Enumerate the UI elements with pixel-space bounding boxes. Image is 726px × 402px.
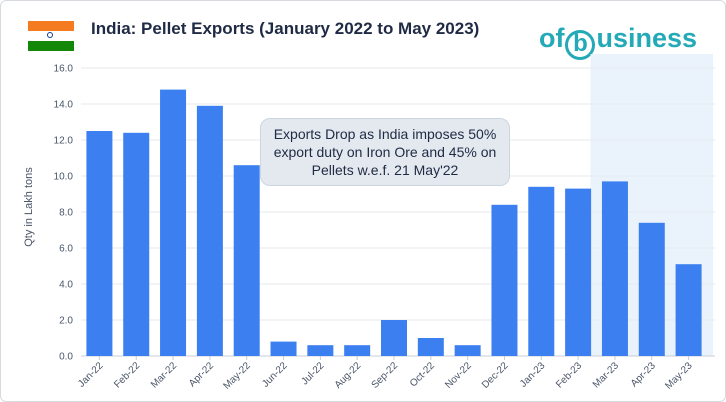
x-tick-label: Feb-22 [112, 360, 142, 390]
x-tick-label: Jun-22 [260, 360, 290, 390]
x-tick-label: Mar-23 [591, 360, 621, 390]
x-tick-label: Nov-22 [443, 360, 474, 391]
annotation-callout: Exports Drop as India imposes 50% export… [260, 118, 510, 186]
y-axis-label: Qty in Lakh tons [23, 167, 35, 247]
y-tick-label: 0.0 [59, 352, 73, 363]
x-tick-label: Apr-23 [629, 360, 658, 389]
x-tick-label: Jul-22 [299, 360, 326, 387]
x-tick-label: Jan-23 [518, 360, 548, 390]
bar [344, 345, 371, 356]
bar [381, 320, 407, 356]
bar [565, 188, 592, 356]
bar [417, 338, 444, 356]
bar [160, 89, 187, 356]
bar [528, 186, 555, 356]
brand-suffix: usiness [596, 23, 698, 53]
y-tick-label: 6.0 [59, 244, 73, 255]
chart-title: India: Pellet Exports (January 2022 to M… [91, 19, 480, 38]
bar [491, 204, 518, 356]
x-tick-label: Feb-23 [554, 360, 584, 390]
y-tick-label: 12.0 [54, 136, 74, 147]
bar [196, 105, 223, 356]
x-tick-label: Sep-22 [370, 360, 401, 391]
x-tick-label: Oct-22 [408, 360, 437, 389]
india-flag-icon [28, 21, 74, 51]
brand-prefix: of [539, 23, 565, 53]
x-tick-label: May-23 [663, 360, 695, 392]
bar [86, 131, 113, 356]
brand-logo: of b usiness [539, 23, 697, 60]
x-tick-label: Apr-22 [187, 360, 216, 389]
y-tick-label: 2.0 [59, 316, 73, 327]
y-tick-label: 14.0 [54, 100, 74, 111]
y-tick-label: 16.0 [54, 64, 74, 75]
bar [307, 345, 334, 356]
y-tick-label: 4.0 [59, 280, 73, 291]
bar [233, 165, 260, 356]
bar [454, 345, 481, 356]
x-tick-label: Mar-22 [149, 360, 179, 390]
bar [675, 264, 702, 356]
y-tick-label: 8.0 [59, 208, 73, 219]
bar [638, 222, 665, 356]
x-tick-label: Dec-22 [480, 360, 511, 391]
x-tick-label: Aug-22 [333, 360, 364, 391]
bar [123, 132, 150, 356]
x-tick-label: Jan-22 [76, 360, 106, 390]
x-tick-label: May-22 [221, 360, 253, 392]
y-tick-label: 10.0 [54, 172, 74, 183]
brand-mark: b [565, 30, 596, 60]
bar [270, 341, 297, 356]
bar [601, 181, 628, 356]
